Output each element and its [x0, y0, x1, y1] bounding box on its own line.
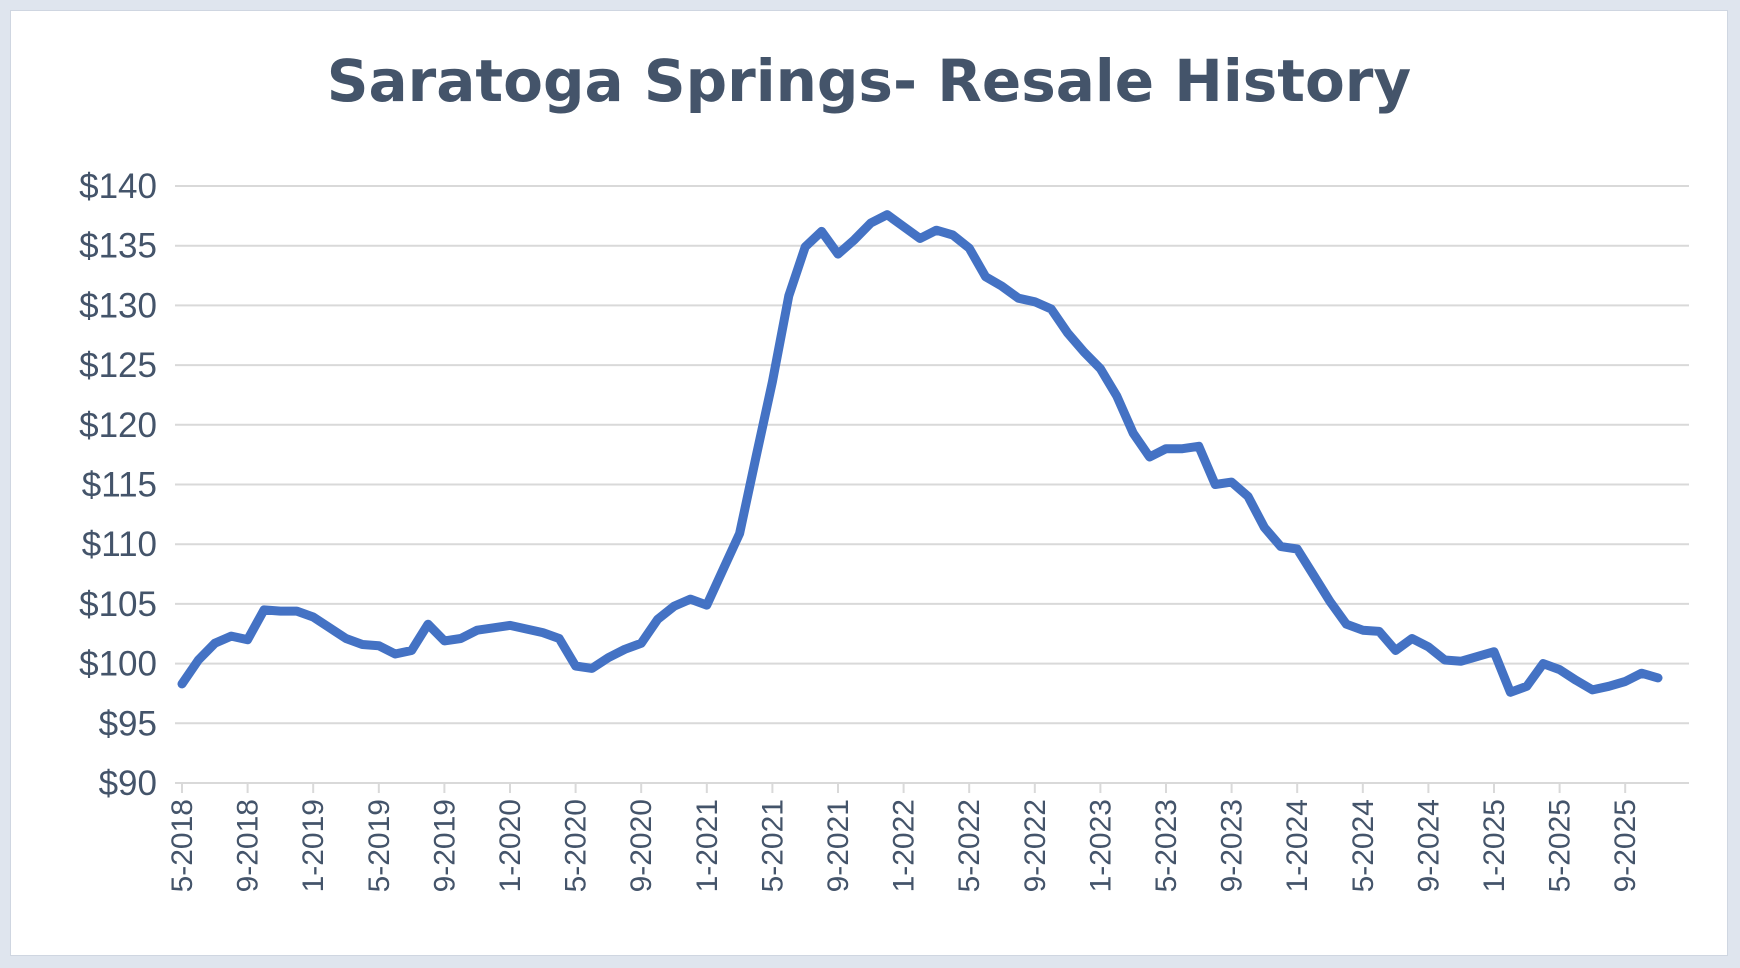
y-tick-label: $95	[99, 704, 157, 743]
x-tick-label: 9-2024	[1412, 799, 1445, 892]
y-tick-label: $130	[79, 286, 157, 325]
chart-frame: Saratoga Springs- Resale History $90 $95 $…	[10, 10, 1728, 956]
series-layer	[177, 210, 1663, 697]
x-tick-label: 5-2020	[560, 799, 593, 892]
y-tick-label: $100	[79, 645, 157, 684]
x-tick-label: 9-2022	[1019, 799, 1052, 892]
x-tick-label: 1-2023	[1084, 799, 1117, 892]
x-tick-label: 1-2025	[1478, 799, 1511, 892]
x-tick-label: 5-2022	[953, 799, 986, 892]
x-tick-label: 1-2024	[1281, 799, 1314, 892]
y-tick-label: $110	[82, 525, 157, 564]
x-axis	[175, 782, 1689, 793]
y-tick-label: $105	[79, 585, 157, 624]
x-tick-label: 9-2023	[1216, 799, 1249, 892]
x-tick-label: 9-2018	[232, 799, 265, 892]
y-tick-label: $135	[79, 227, 157, 266]
y-tick-label: $125	[79, 346, 157, 385]
x-tick-label: 1-2019	[297, 799, 330, 892]
x-tick-label: 1-2022	[888, 799, 921, 892]
x-tick-label: 5-2021	[756, 799, 789, 892]
y-axis-tick-labels: $90 $95 $100 $105 $110 $115 $120 $125 $130 $135 $1…	[79, 167, 157, 803]
x-tick-label: 9-2019	[428, 799, 461, 892]
y-tick-label: $120	[79, 406, 157, 445]
gridlines	[175, 185, 1689, 725]
y-tick-label: $115	[82, 466, 157, 505]
x-tick-label: 5-2018	[166, 799, 199, 892]
series-line-resale	[177, 210, 1663, 697]
y-tick-label: $140	[79, 167, 157, 206]
x-tick-label: 5-2025	[1544, 799, 1577, 892]
x-tick-label: 1-2020	[494, 799, 527, 892]
x-axis-tick-labels: 5-2018 9-2018 1-2019 5-2019 9-2019 1-2020 5-20…	[166, 799, 1642, 892]
x-tick-label: 5-2019	[363, 799, 396, 892]
chart-title: Saratoga Springs- Resale History	[327, 47, 1411, 115]
x-tick-label: 5-2024	[1347, 799, 1380, 892]
y-tick-label: $90	[99, 764, 157, 803]
x-tick-label: 9-2025	[1609, 799, 1642, 892]
x-tick-label: 1-2021	[691, 799, 724, 892]
line-chart: Saratoga Springs- Resale History $90$95$…	[79, 47, 1689, 892]
x-tick-label: 9-2021	[822, 799, 855, 892]
x-tick-label: 5-2023	[1150, 799, 1183, 892]
x-tick-label: 9-2020	[625, 799, 658, 892]
